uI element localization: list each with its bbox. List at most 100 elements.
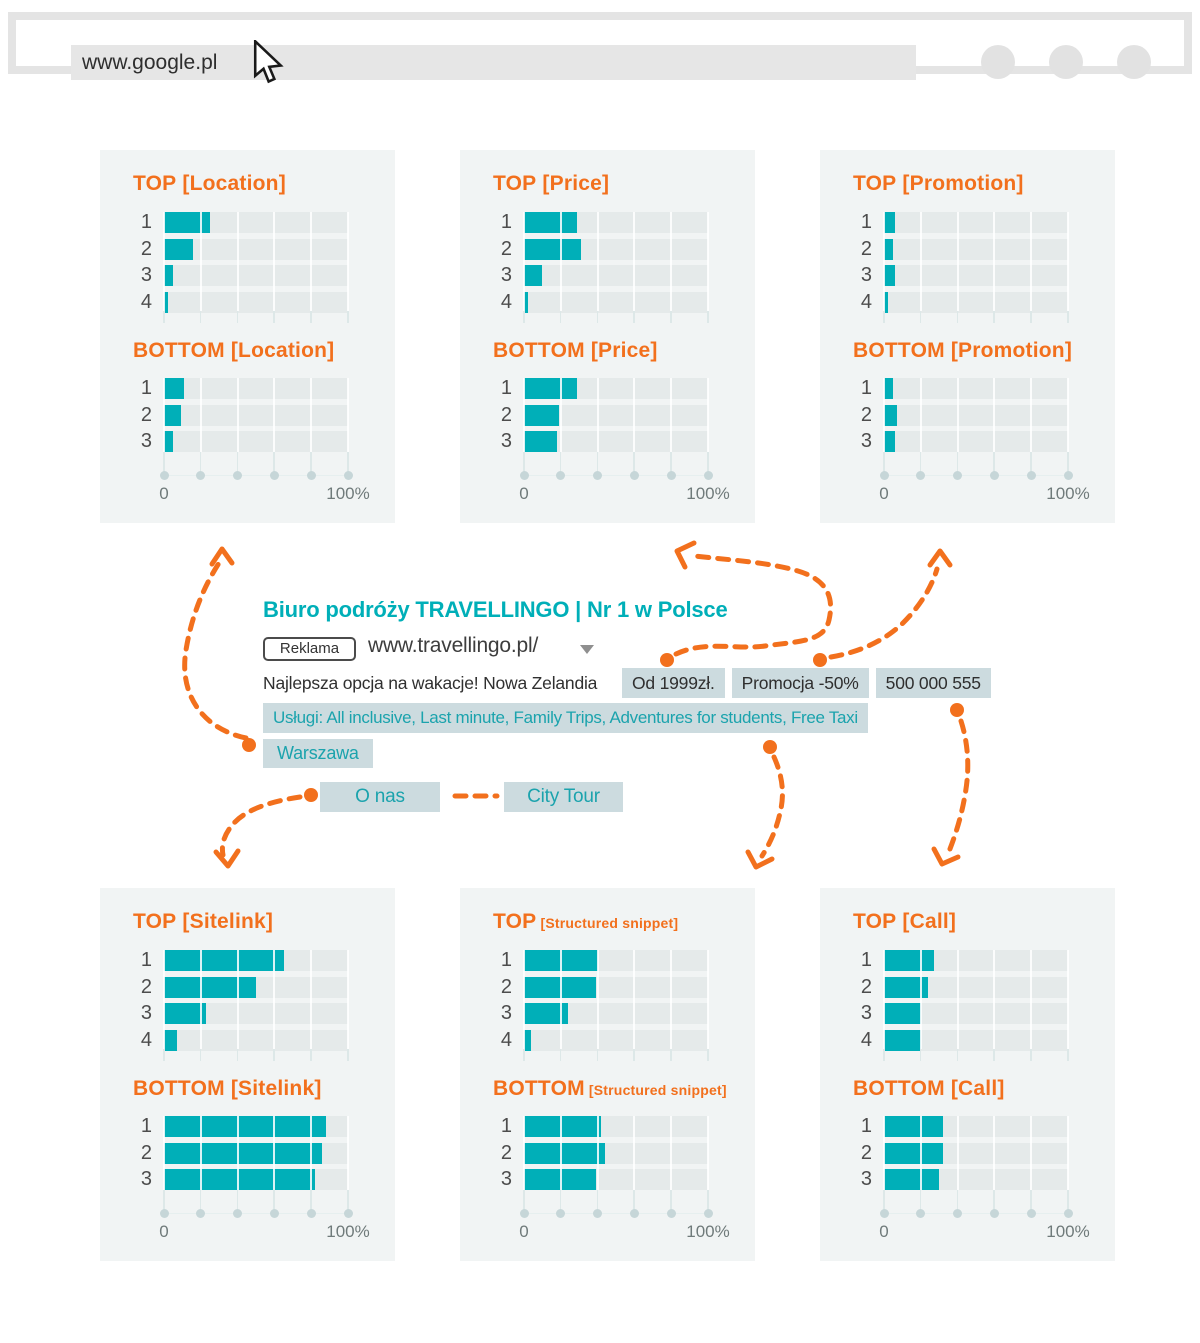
- bar-row: 4: [100, 1029, 395, 1051]
- bar-track: [524, 265, 708, 286]
- x-axis-dot: [989, 1209, 999, 1218]
- row-label: 3: [140, 1168, 152, 1190]
- callout-chip-phone: 500 000 555: [875, 668, 991, 698]
- x-axis-dot: [989, 471, 999, 480]
- bottom-chart-title: BOTTOM [Call]: [853, 1077, 1005, 1101]
- row-label: 1: [860, 949, 872, 971]
- browser-button-1[interactable]: [981, 45, 1015, 79]
- sitelink-chip-city-tour[interactable]: City Tour: [504, 782, 623, 812]
- address-url-text: www.google.pl: [82, 51, 218, 74]
- panel-call: TOP [Call] 1 2 3 4 BOTTOM [Call] 1 2 3 0 100%: [820, 888, 1115, 1261]
- x-axis-dot: [519, 471, 529, 480]
- row-label: 1: [140, 949, 152, 971]
- bar-row: 3: [820, 431, 1115, 452]
- bottom-chart-title: BOTTOM [Structured snippet]: [493, 1077, 727, 1101]
- bar-track: [884, 291, 1068, 313]
- callout-chip-promotion: Promocja -50%: [731, 668, 869, 698]
- bar: [164, 378, 185, 399]
- bottom-chart-location: 1 2 3: [100, 378, 395, 458]
- bar: [164, 431, 174, 452]
- x-axis-dot: [343, 1209, 353, 1218]
- chart-title-bracket: [Structured snippet]: [536, 915, 679, 931]
- bar-track: [524, 1116, 708, 1137]
- row-label: 2: [500, 403, 512, 426]
- chart-title-main: BOTTOM: [133, 339, 225, 362]
- structured-snippet-chip: Usługi: All inclusive, Last minute, Fami…: [263, 703, 868, 733]
- top-chart-call: 1 2 3 4: [820, 950, 1115, 1056]
- chart-title-bracket: [Price]: [584, 339, 658, 362]
- ad-dropdown-caret-icon[interactable]: [580, 645, 594, 654]
- bar: [524, 1142, 605, 1164]
- bar-track: [164, 265, 348, 286]
- bar-track: [884, 1029, 1068, 1051]
- bar-row: 2: [460, 1141, 755, 1164]
- chart-title-bracket: [Promotion]: [896, 172, 1024, 195]
- bar-track: [164, 238, 348, 260]
- bar: [164, 976, 256, 998]
- address-bar[interactable]: www.google.pl: [71, 45, 916, 80]
- x-axis-dot: [343, 471, 353, 480]
- row-label: 1: [860, 211, 872, 233]
- bar-track: [524, 1029, 708, 1051]
- bar: [524, 950, 598, 971]
- chart-title-main: BOTTOM: [493, 339, 585, 362]
- bottom-chart-title: BOTTOM [Location]: [133, 339, 334, 363]
- bar: [524, 291, 528, 313]
- browser-bar: www.google.pl: [8, 12, 1192, 80]
- bar-row: 1: [820, 1116, 1115, 1137]
- x-axis-dot: [196, 1209, 206, 1218]
- bar: [884, 1116, 943, 1137]
- bar-track: [884, 976, 1068, 998]
- sitelink-chip-o-nas[interactable]: O nas: [320, 782, 440, 812]
- ad-display-url[interactable]: www.travellingo.pl/: [368, 634, 539, 657]
- row-label: 2: [500, 1141, 512, 1164]
- x-axis-label-min: 0: [879, 484, 889, 503]
- bar-row: 3: [100, 431, 395, 452]
- x-axis-dot: [629, 471, 639, 480]
- bar-track: [884, 404, 1068, 426]
- bar-track: [164, 950, 348, 971]
- x-axis-dot: [269, 471, 279, 480]
- bar-track: [524, 431, 708, 452]
- panel-price: TOP [Price] 1 2 3 4 BOTTOM [Price] 1 2 3 0 100%: [460, 150, 755, 523]
- x-axis-dot: [556, 471, 566, 480]
- arrow-to-top-structured-snippet: [745, 740, 785, 870]
- chart-title-bracket: [Structured snippet]: [584, 1082, 727, 1098]
- x-axis-label-max: 100%: [1046, 1222, 1090, 1241]
- row-label: 3: [140, 264, 152, 286]
- x-axis-line: [164, 1213, 348, 1214]
- browser-button-3[interactable]: [1117, 45, 1151, 79]
- chart-title-bracket: [Call]: [896, 910, 957, 933]
- bar-row: 2: [460, 238, 755, 260]
- bar-track: [524, 212, 708, 233]
- bar: [884, 1029, 921, 1051]
- bar-row: 1: [460, 212, 755, 233]
- row-label: 4: [860, 290, 872, 313]
- x-axis-dot: [629, 1209, 639, 1218]
- x-axis-dot: [953, 471, 963, 480]
- chart-title-bracket: [Call]: [944, 1077, 1005, 1100]
- chart-title-main: TOP: [493, 910, 537, 933]
- bar: [884, 950, 934, 971]
- bar: [524, 378, 578, 399]
- bar: [884, 238, 894, 260]
- x-axis-dot: [556, 1209, 566, 1218]
- bar-track: [164, 212, 348, 233]
- ad-title-link[interactable]: Biuro podróży TRAVELLINGO | Nr 1 w Polsc…: [263, 597, 728, 622]
- bar: [164, 950, 284, 971]
- bar-track: [164, 291, 348, 313]
- bottom-chart-price: 1 2 3: [460, 378, 755, 458]
- row-label: 3: [140, 1002, 152, 1024]
- x-axis-label-min: 0: [519, 484, 529, 503]
- x-axis-dot: [953, 1209, 963, 1218]
- row-label: 3: [500, 430, 512, 452]
- bar-row: 2: [460, 976, 755, 998]
- bar-track: [164, 976, 348, 998]
- bar: [884, 1003, 921, 1024]
- bar-track: [524, 378, 708, 399]
- top-chart-title: TOP [Price]: [493, 172, 609, 196]
- browser-button-2[interactable]: [1049, 45, 1083, 79]
- bar: [524, 431, 558, 452]
- x-axis-line: [884, 475, 1068, 476]
- bar: [164, 404, 181, 426]
